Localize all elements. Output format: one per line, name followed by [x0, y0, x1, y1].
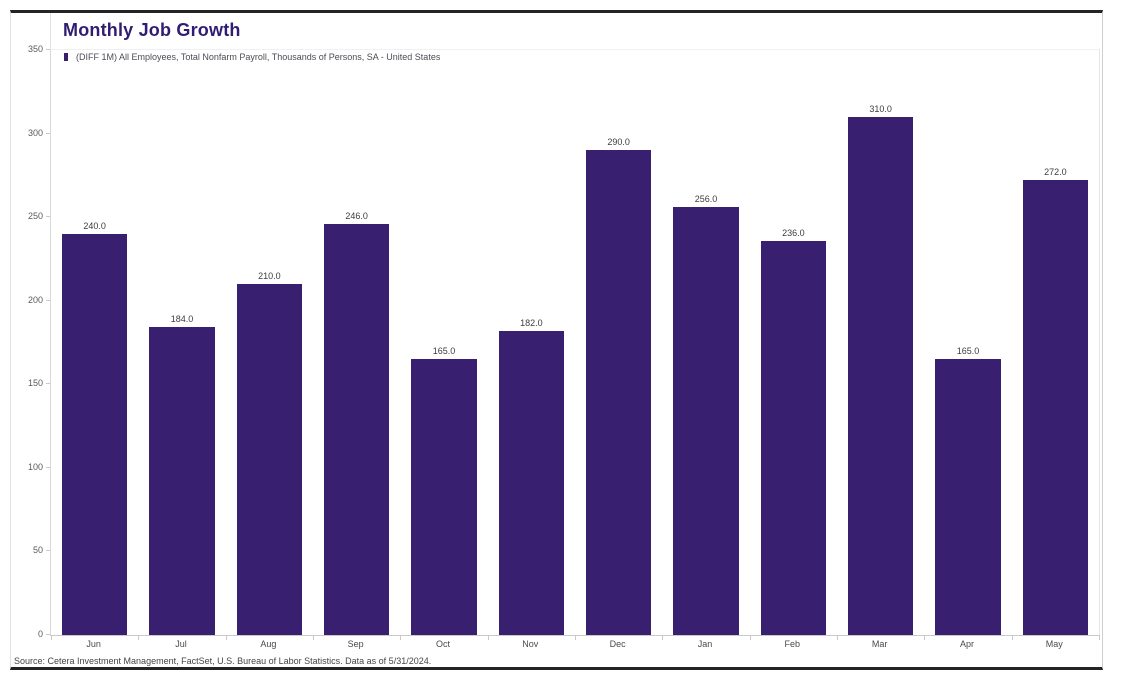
x-axis-label: Jul [175, 639, 187, 649]
bar-jul: 184.0 [149, 314, 215, 635]
y-axis-tick [46, 216, 50, 218]
y-axis-tick [46, 550, 50, 552]
x-axis-label: Mar [871, 639, 888, 649]
x-axis-tick [837, 636, 838, 640]
x-axis-tick [487, 636, 489, 640]
chart-title: Monthly Job Growth [63, 20, 241, 40]
y-axis-tick [46, 299, 50, 301]
y-axis: 0 50 100 150 200 250 300 350 [11, 44, 50, 639]
legend-series-label: (DIFF 1M) All Employees, Total Nonfarm P… [76, 52, 441, 62]
bar-value-label: 310.0 [869, 103, 892, 114]
y-axis-label: 250 [27, 211, 43, 222]
x-axis-tick [749, 636, 751, 640]
x-axis-label: Jun [86, 639, 101, 649]
bar-value-label: 165.0 [432, 346, 456, 357]
bar-sep: 246.0 [323, 211, 390, 635]
y-axis-label: 300 [27, 127, 43, 138]
x-axis-label: Aug [260, 639, 277, 649]
x-axis-tick [662, 636, 664, 640]
x-axis-label: Nov [522, 639, 539, 649]
bar-value-label: 246.0 [345, 210, 368, 221]
x-axis-tick [1011, 636, 1013, 640]
bar-value-label: 184.0 [170, 314, 194, 325]
bar-value-label: 236.0 [782, 227, 805, 238]
x-axis-tick [400, 636, 402, 640]
source-note: Source: Cetera Investment Management, Fa… [14, 656, 432, 666]
y-axis-label: 100 [27, 461, 43, 472]
x-axis-label: Apr [959, 639, 974, 649]
bar-apr: 165.0 [935, 346, 1001, 635]
y-axis-label: 200 [27, 294, 43, 305]
bar-aug: 210.0 [236, 271, 303, 635]
x-axis-tick [51, 636, 52, 640]
plot-area: 240.0 184.0 210.0 246.0 165.0 182.0 290.0 256.0… [50, 49, 1100, 640]
y-axis-tick [46, 49, 50, 50]
bar-jan: 256.0 [673, 194, 739, 635]
x-axis-label: Sep [347, 639, 364, 649]
bar-feb: 236.0 [760, 228, 827, 635]
y-axis-label: 350 [27, 44, 43, 54]
bar-nov: 182.0 [498, 318, 565, 635]
bar-value-label: 240.0 [83, 220, 106, 231]
y-axis-label: 150 [27, 378, 43, 389]
legend-series-marker-icon [64, 53, 68, 61]
bar-oct: 165.0 [411, 346, 477, 635]
x-axis-tick [313, 636, 314, 640]
x-axis-tick [575, 636, 576, 640]
x-axis-tick [924, 636, 926, 640]
y-axis-tick [46, 383, 50, 385]
bar-value-label: 256.0 [694, 194, 718, 205]
y-axis-label: 50 [32, 545, 43, 556]
y-axis-line-extension [50, 13, 51, 49]
bar-mar: 310.0 [847, 104, 914, 635]
bar-value-label: 182.0 [520, 317, 543, 328]
bar-dec: 290.0 [585, 137, 652, 635]
x-axis-tick [1099, 636, 1100, 640]
y-axis-tick [46, 132, 50, 134]
x-axis-label: Feb [784, 639, 801, 649]
bar-value-label: 210.0 [258, 271, 281, 281]
x-axis: Jun Jul Aug Sep Oct Nov Dec Jan Feb Mar Apr May [50, 639, 1098, 653]
x-axis-tick [225, 636, 227, 640]
bar-value-label: 165.0 [956, 346, 980, 357]
x-axis-label: Jan [697, 639, 713, 649]
y-axis-tick [46, 466, 50, 468]
x-axis-tick [138, 636, 140, 640]
legend: (DIFF 1M) All Employees, Total Nonfarm P… [64, 52, 440, 62]
chart-widget: Monthly Job Growth (DIFF 1M) All Employe… [10, 10, 1103, 670]
bar-may: 272.0 [1022, 167, 1089, 635]
x-axis-label: Oct [435, 639, 450, 649]
y-axis-tick [46, 634, 50, 635]
y-axis-label: 0 [37, 629, 43, 639]
bar-jun: 240.0 [61, 221, 128, 635]
x-axis-label: Dec [609, 639, 626, 649]
bar-value-label: 272.0 [1044, 167, 1067, 178]
bar-value-label: 290.0 [607, 137, 630, 148]
x-axis-label: May [1045, 639, 1063, 649]
